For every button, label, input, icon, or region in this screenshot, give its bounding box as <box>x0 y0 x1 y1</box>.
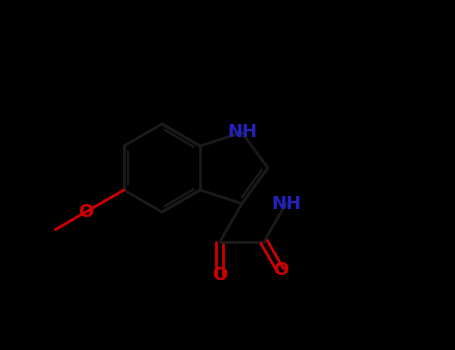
Text: NH: NH <box>227 124 257 141</box>
Text: O: O <box>212 266 228 284</box>
Text: O: O <box>273 261 288 279</box>
Text: NH: NH <box>271 195 301 212</box>
Text: O: O <box>78 203 93 221</box>
